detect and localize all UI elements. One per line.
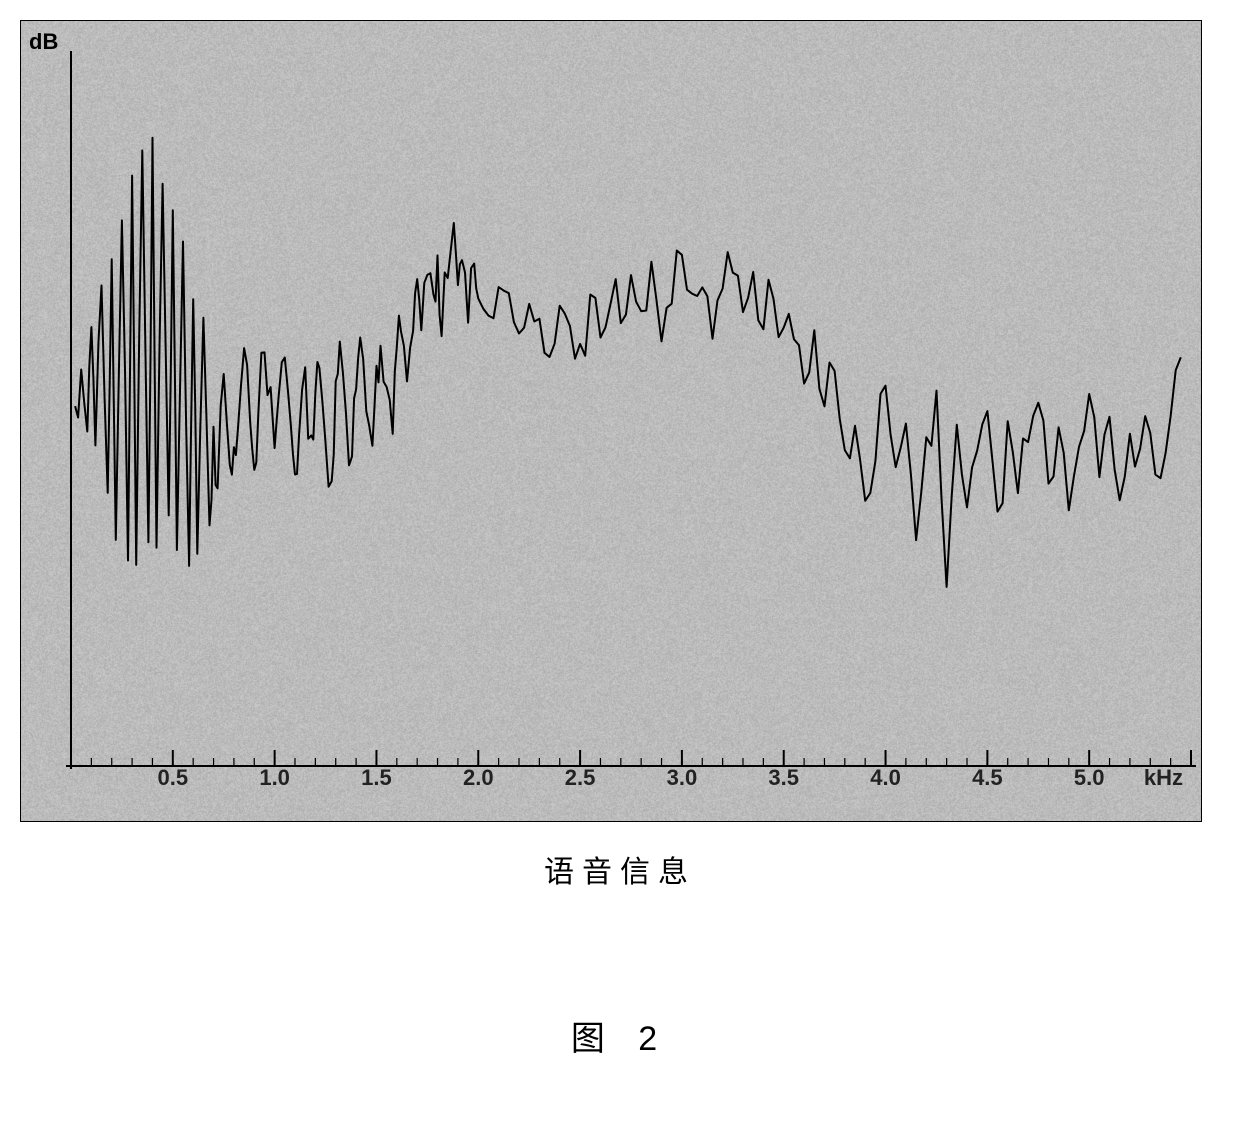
x-tick-label: 3.0: [667, 765, 698, 791]
x-tick-label: 2.5: [565, 765, 596, 791]
x-tick-label: 1.0: [259, 765, 290, 791]
x-tick-label: 1.5: [361, 765, 392, 791]
axes-group: [66, 51, 1196, 769]
figure-number: 图 2: [20, 1011, 1220, 1060]
x-tick-label: 4.0: [870, 765, 901, 791]
x-axis-labels: 0.5 1.0 1.5 2.0 2.5 3.0 3.5 4.0 4.5 5.0: [71, 751, 1191, 791]
x-tick-label: 4.5: [972, 765, 1003, 791]
x-axis-unit: kHz: [1144, 765, 1183, 791]
x-tick-label: 2.0: [463, 765, 494, 791]
x-tick-label: 0.5: [158, 765, 189, 791]
chart-caption: 语音信息: [20, 847, 1220, 891]
plot-svg: [21, 21, 1201, 821]
x-tick-label: 3.5: [768, 765, 799, 791]
figure-container: dB 0.5 1.0 1.5 2.0 2.5 3.0 3.5 4.0 4.5 5.0 kHz 语音…: [20, 20, 1220, 1060]
spectrum-line: [75, 138, 1181, 587]
spectrum-chart: dB 0.5 1.0 1.5 2.0 2.5 3.0 3.5 4.0 4.5 5.0 kHz: [20, 20, 1202, 822]
y-axis-label: dB: [29, 29, 58, 55]
x-tick-label: 5.0: [1074, 765, 1105, 791]
